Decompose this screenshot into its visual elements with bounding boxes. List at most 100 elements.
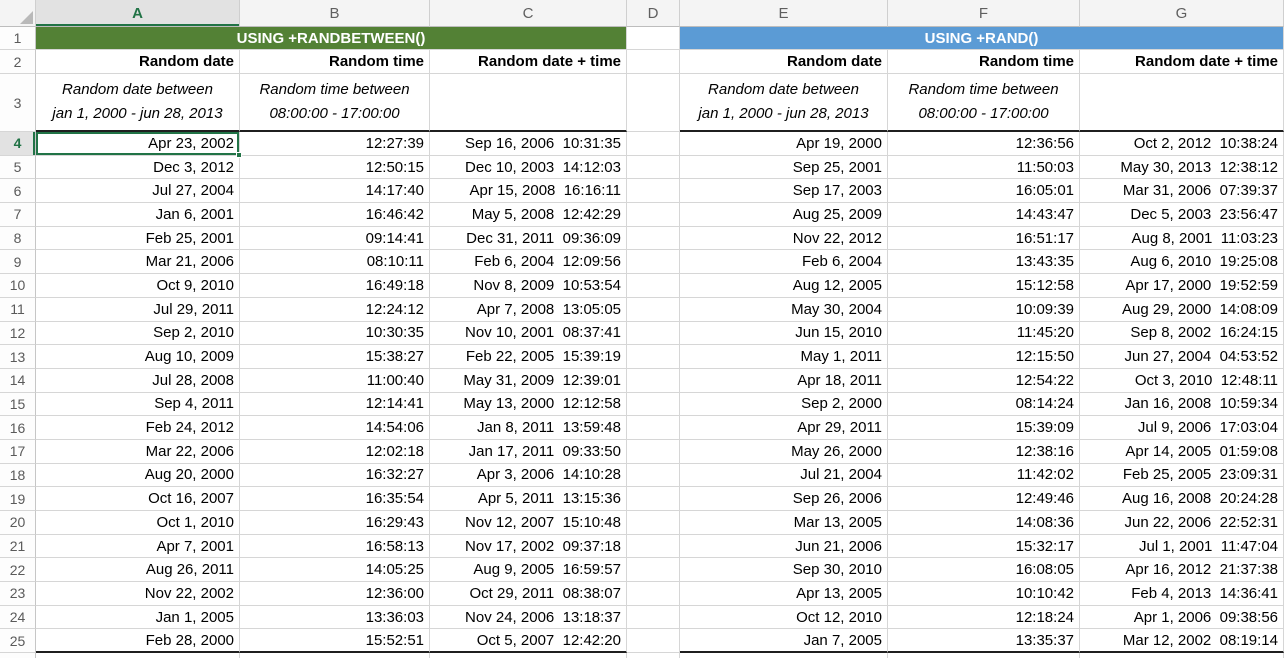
cell-random-time-left[interactable]: 15:52:51	[240, 629, 430, 654]
cell-random-time-left[interactable]: 16:29:43	[240, 511, 430, 535]
cell-spacer-d[interactable]	[627, 368, 680, 393]
row-header-2[interactable]: 2	[0, 50, 36, 74]
cell-d26[interactable]	[627, 653, 680, 658]
cell-random-datetime-right[interactable]: Jan 16, 2008 10:59:34	[1080, 392, 1284, 417]
cell-spacer-d[interactable]	[627, 345, 680, 369]
cell-random-date-right[interactable]: Sep 2, 2000	[680, 392, 888, 417]
cell-random-datetime-right[interactable]: Aug 6, 2010 19:25:08	[1080, 250, 1284, 275]
cell-random-date-right[interactable]: Jan 7, 2005	[680, 629, 888, 654]
rand-section-banner[interactable]: USING +RAND()	[680, 27, 1284, 50]
note-date-range-left[interactable]: Random date between jan 1, 2000 - jun 28…	[36, 74, 240, 132]
row-header[interactable]: 8	[0, 226, 36, 251]
cell-random-time-left[interactable]: 12:24:12	[240, 297, 430, 322]
cell-random-date-right[interactable]: May 30, 2004	[680, 297, 888, 322]
cell-random-date-right[interactable]: Jun 21, 2006	[680, 534, 888, 559]
cell-random-date-left[interactable]: Jul 28, 2008	[36, 368, 240, 393]
cell-random-datetime-right[interactable]: Feb 4, 2013 14:36:41	[1080, 582, 1284, 606]
cell-random-date-right[interactable]: Mar 13, 2005	[680, 511, 888, 535]
title-random-date-right[interactable]: Random date	[680, 50, 888, 74]
cell-random-time-right[interactable]: 12:15:50	[888, 345, 1080, 369]
cell-random-time-left[interactable]: 15:38:27	[240, 345, 430, 369]
cell-spacer-d[interactable]	[627, 511, 680, 535]
cell-random-date-right[interactable]: Oct 12, 2010	[680, 605, 888, 630]
cell-d1[interactable]	[627, 27, 680, 50]
cell-e26[interactable]	[680, 653, 888, 658]
cell-random-datetime-right[interactable]: Apr 17, 2000 19:52:59	[1080, 274, 1284, 298]
cell-random-time-right[interactable]: 16:51:17	[888, 226, 1080, 251]
title-random-datetime-right[interactable]: Random date + time	[1080, 50, 1284, 74]
cell-random-time-left[interactable]: 13:36:03	[240, 605, 430, 630]
row-header[interactable]: 18	[0, 463, 36, 488]
cell-random-time-left[interactable]: 16:49:18	[240, 274, 430, 298]
cell-random-time-left[interactable]: 14:17:40	[240, 179, 430, 204]
cell-spacer-d[interactable]	[627, 155, 680, 180]
cell-random-date-right[interactable]: Nov 22, 2012	[680, 226, 888, 251]
row-header[interactable]: 13	[0, 345, 36, 369]
cell-random-time-right[interactable]: 15:12:58	[888, 274, 1080, 298]
cell-random-date-left[interactable]: Sep 2, 2010	[36, 321, 240, 346]
cell-random-date-left[interactable]: Jul 27, 2004	[36, 179, 240, 204]
cell-random-time-right[interactable]: 12:18:24	[888, 605, 1080, 630]
cell-random-time-right[interactable]: 11:50:03	[888, 155, 1080, 180]
row-header-26[interactable]	[0, 653, 36, 658]
cell-random-date-right[interactable]: Jun 15, 2010	[680, 321, 888, 346]
cell-random-time-left[interactable]: 09:14:41	[240, 226, 430, 251]
title-random-date-left[interactable]: Random date	[36, 50, 240, 74]
cell-random-datetime-left[interactable]: Nov 8, 2009 10:53:54	[430, 274, 627, 298]
cell-random-datetime-right[interactable]: Jul 1, 2001 11:47:04	[1080, 534, 1284, 559]
cell-random-time-right[interactable]: 15:39:09	[888, 416, 1080, 440]
cell-random-date-left[interactable]: Apr 7, 2001	[36, 534, 240, 559]
cell-random-time-left[interactable]: 14:54:06	[240, 416, 430, 440]
cell-c3[interactable]	[430, 74, 627, 132]
cell-random-time-left[interactable]: 12:36:00	[240, 582, 430, 606]
cell-random-date-right[interactable]: Sep 26, 2006	[680, 487, 888, 511]
cell-random-date-left[interactable]: Dec 3, 2012	[36, 155, 240, 180]
row-header[interactable]: 23	[0, 582, 36, 606]
cell-random-time-right[interactable]: 14:43:47	[888, 203, 1080, 227]
cell-random-date-left[interactable]: Sep 4, 2011	[36, 392, 240, 417]
column-header-d[interactable]: D	[627, 0, 680, 27]
cell-f26[interactable]	[888, 653, 1080, 658]
cell-g26[interactable]	[1080, 653, 1284, 658]
row-header[interactable]: 15	[0, 392, 36, 417]
cell-spacer-d[interactable]	[627, 226, 680, 251]
cell-random-date-left[interactable]: Aug 26, 2011	[36, 558, 240, 583]
row-header[interactable]: 12	[0, 321, 36, 346]
cell-random-datetime-right[interactable]: Apr 1, 2006 09:38:56	[1080, 605, 1284, 630]
cell-random-date-right[interactable]: Sep 17, 2003	[680, 179, 888, 204]
cell-random-date-left[interactable]: Feb 24, 2012	[36, 416, 240, 440]
cell-spacer-d[interactable]	[627, 203, 680, 227]
cell-random-datetime-left[interactable]: Apr 3, 2006 14:10:28	[430, 463, 627, 488]
cell-random-date-right[interactable]: Jul 21, 2004	[680, 463, 888, 488]
row-header[interactable]: 20	[0, 511, 36, 535]
row-header[interactable]: 14	[0, 368, 36, 393]
cell-random-time-left[interactable]: 08:10:11	[240, 250, 430, 275]
cell-random-time-left[interactable]: 14:05:25	[240, 558, 430, 583]
cell-random-date-right[interactable]: Aug 12, 2005	[680, 274, 888, 298]
cell-random-date-left[interactable]: Apr 23, 2002	[36, 132, 240, 156]
cell-random-time-left[interactable]: 16:46:42	[240, 203, 430, 227]
cell-random-time-left[interactable]: 12:02:18	[240, 439, 430, 464]
cell-random-date-left[interactable]: Jan 6, 2001	[36, 203, 240, 227]
cell-random-datetime-right[interactable]: Apr 16, 2012 21:37:38	[1080, 558, 1284, 583]
cell-random-time-left[interactable]: 11:00:40	[240, 368, 430, 393]
cell-random-datetime-right[interactable]: Jun 27, 2004 04:53:52	[1080, 345, 1284, 369]
row-header[interactable]: 10	[0, 274, 36, 298]
cell-random-datetime-left[interactable]: Nov 12, 2007 15:10:48	[430, 511, 627, 535]
title-random-datetime-left[interactable]: Random date + time	[430, 50, 627, 74]
cell-random-datetime-left[interactable]: Apr 5, 2011 13:15:36	[430, 487, 627, 511]
cell-random-datetime-left[interactable]: Dec 31, 2011 09:36:09	[430, 226, 627, 251]
cell-random-time-right[interactable]: 16:08:05	[888, 558, 1080, 583]
cell-random-datetime-left[interactable]: Sep 16, 2006 10:31:35	[430, 132, 627, 156]
cell-spacer-d[interactable]	[627, 274, 680, 298]
row-header[interactable]: 22	[0, 558, 36, 583]
cell-random-date-left[interactable]: Aug 20, 2000	[36, 463, 240, 488]
cell-b26[interactable]	[240, 653, 430, 658]
note-time-range-left[interactable]: Random time between 08:00:00 - 17:00:00	[240, 74, 430, 132]
cell-spacer-d[interactable]	[627, 487, 680, 511]
cell-d3[interactable]	[627, 74, 680, 132]
cell-spacer-d[interactable]	[627, 179, 680, 204]
select-all-corner[interactable]	[0, 0, 36, 27]
cell-random-date-left[interactable]: Nov 22, 2002	[36, 582, 240, 606]
row-header-1[interactable]: 1	[0, 27, 36, 50]
